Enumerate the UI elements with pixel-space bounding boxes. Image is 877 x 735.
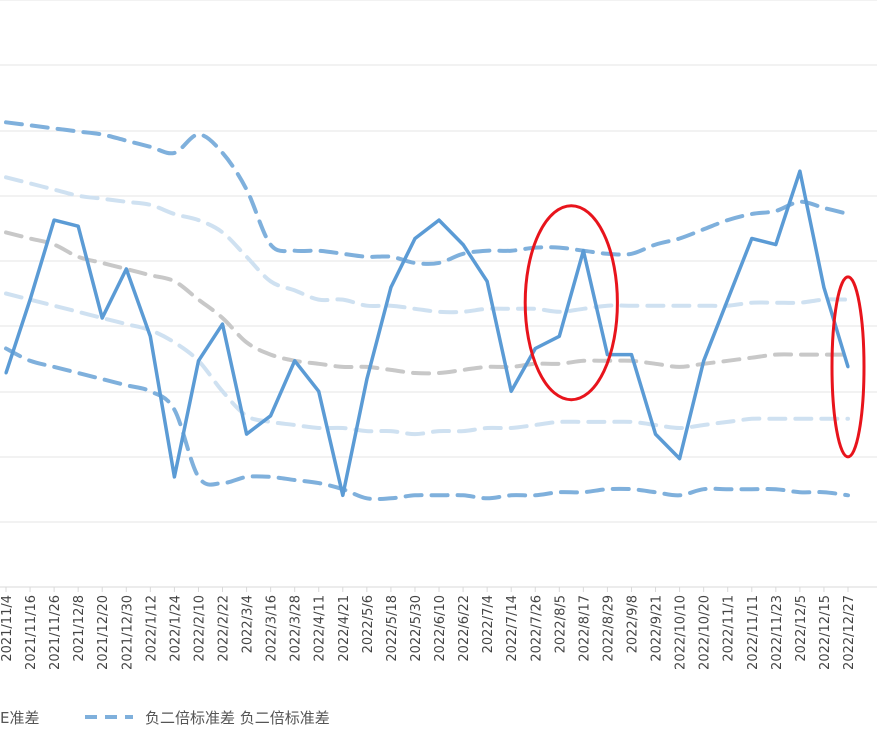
x-tick-label-0: 2021/11/4 — [0, 595, 15, 662]
x-tick-label-9: 2022/2/22 — [217, 595, 232, 662]
x-tick-label-6: 2022/1/12 — [144, 595, 159, 662]
x-tick-label-34: 2022/12/15 — [818, 595, 833, 670]
data-point-13 — [317, 389, 321, 393]
series-line-main — [4, 169, 850, 498]
x-tick-label-1: 2021/11/16 — [24, 595, 39, 670]
x-tick-label-30: 2022/11/1 — [722, 595, 737, 662]
data-point-26 — [630, 353, 633, 357]
x-tick-label-17: 2022/5/30 — [409, 595, 424, 662]
data-point-29 — [702, 359, 706, 363]
data-point-14 — [341, 493, 345, 497]
x-tick-label-19: 2022/6/22 — [457, 595, 472, 662]
data-point-4 — [100, 316, 104, 320]
x-tick-label-20: 2022/7/4 — [481, 595, 496, 653]
x-tick-label-15: 2022/5/6 — [361, 595, 376, 653]
x-tick-label-13: 2022/4/11 — [313, 595, 328, 662]
x-tick-label-10: 2022/3/4 — [241, 595, 256, 653]
x-tick-label-16: 2022/5/18 — [385, 595, 400, 662]
data-point-34 — [822, 285, 826, 289]
data-point-17 — [413, 237, 417, 240]
data-point-11 — [269, 414, 273, 418]
x-tick-label-35: 2022/12/27 — [842, 595, 857, 670]
x-tick-label-31: 2022/11/11 — [746, 595, 761, 670]
series-line-lower2 — [4, 346, 850, 502]
series-line-mean — [4, 230, 850, 376]
data-point-27 — [654, 432, 657, 436]
data-point-2 — [52, 218, 56, 222]
data-point-5 — [124, 267, 128, 271]
x-tick-label-23: 2022/8/5 — [553, 595, 568, 653]
x-tick-label-8: 2022/2/10 — [193, 595, 208, 662]
data-point-6 — [148, 334, 152, 338]
x-tick-label-22: 2022/7/26 — [529, 595, 544, 662]
data-point-20 — [485, 279, 489, 283]
data-point-0 — [4, 371, 8, 375]
x-tick-label-11: 2022/3/16 — [265, 595, 280, 662]
x-tick-label-5: 2021/12/30 — [120, 595, 135, 670]
data-point-23 — [557, 334, 561, 338]
data-point-1 — [28, 298, 32, 302]
x-tick-label-12: 2022/3/28 — [289, 595, 304, 662]
annotation-ellipse-0 — [523, 204, 619, 402]
data-point-9 — [221, 322, 224, 326]
data-point-21 — [509, 389, 513, 393]
x-axis-ticks: 2021/11/4 2021/11/16 2021/11/26 2021/12/8 20… — [0, 587, 857, 670]
data-point-35 — [846, 365, 850, 369]
data-point-24 — [581, 249, 585, 253]
x-tick-label-29: 2022/10/20 — [698, 595, 713, 670]
data-point-18 — [437, 218, 441, 222]
annotation-layer — [523, 204, 866, 459]
data-point-32 — [774, 243, 778, 247]
x-tick-label-26: 2022/9/8 — [626, 595, 641, 653]
data-point-12 — [293, 359, 297, 363]
legend-label-1: Ε准差 — [0, 709, 39, 727]
data-point-25 — [605, 353, 609, 357]
x-tick-label-14: 2022/4/21 — [337, 595, 352, 662]
data-point-28 — [678, 457, 682, 461]
series-line-upper2 — [4, 120, 850, 266]
data-point-31 — [750, 237, 754, 240]
x-tick-label-3: 2021/12/8 — [72, 595, 87, 662]
data-point-33 — [798, 169, 802, 173]
x-tick-label-2: 2021/11/26 — [48, 595, 63, 670]
data-point-3 — [76, 224, 80, 228]
x-tick-label-18: 2022/6/10 — [433, 595, 448, 662]
x-tick-label-28: 2022/10/10 — [674, 595, 689, 670]
x-tick-label-4: 2021/12/20 — [96, 595, 111, 670]
series-line-upper1 — [4, 175, 850, 315]
legend-label-2: 负二倍标准差 负二倍标准差 — [145, 709, 330, 727]
data-point-10 — [245, 432, 249, 436]
x-tick-label-7: 2022/1/24 — [168, 595, 183, 662]
main-series-line — [4, 169, 850, 498]
data-point-8 — [197, 359, 200, 363]
data-point-19 — [461, 243, 465, 247]
data-point-16 — [389, 285, 393, 289]
data-point-15 — [365, 377, 369, 381]
data-point-30 — [726, 298, 730, 302]
x-tick-label-32: 2022/11/23 — [770, 595, 785, 670]
annotation-ellipse-1 — [830, 275, 866, 459]
data-point-22 — [533, 347, 537, 350]
legend: Ε准差 负二倍标准差 负二倍标准差 — [0, 709, 330, 727]
x-tick-label-25: 2022/8/29 — [601, 595, 616, 662]
x-tick-label-24: 2022/8/17 — [577, 595, 592, 662]
x-tick-label-33: 2022/12/5 — [794, 595, 809, 662]
x-tick-label-21: 2022/7/14 — [505, 595, 520, 662]
x-tick-label-27: 2022/9/21 — [650, 595, 665, 662]
data-point-7 — [172, 475, 176, 479]
